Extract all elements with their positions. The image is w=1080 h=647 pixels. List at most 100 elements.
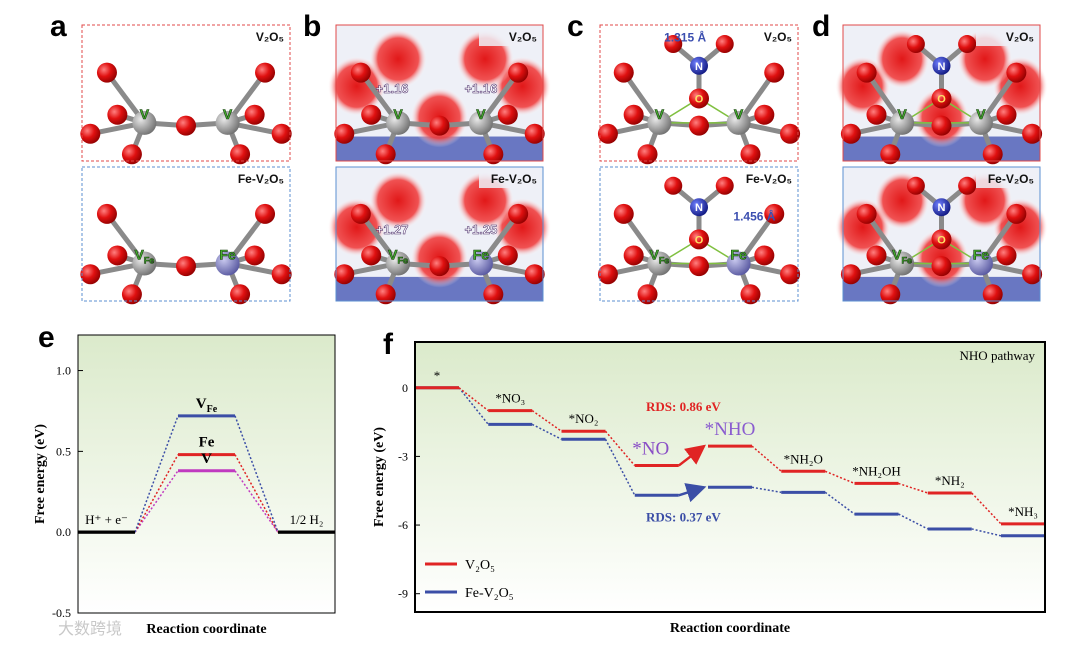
oxygen-atom: [637, 284, 658, 305]
oxygen-atom: [508, 203, 529, 224]
y-tick-label: -3: [398, 449, 408, 463]
atom-label: N: [695, 61, 703, 73]
metal-atom: [726, 110, 751, 135]
level-label-main: V: [196, 396, 207, 412]
y-axis-label: Free energy (eV): [372, 427, 387, 527]
step-arrow: [678, 483, 707, 503]
atom-label: N: [938, 202, 946, 214]
connector: [234, 415, 279, 533]
level-label: V: [201, 451, 212, 467]
oxygen-atom: [176, 256, 196, 277]
atom-label: V: [476, 106, 486, 122]
metal-atom: [968, 251, 993, 276]
oxygen-atom: [334, 264, 355, 285]
oxygen-atom: [80, 264, 101, 285]
level-label: Fe: [199, 435, 215, 451]
atom-label: V: [655, 106, 665, 122]
oxygen-atom: [508, 62, 529, 83]
panel-border: [599, 166, 799, 302]
structure-panel: V V V₂O₅: [80, 24, 292, 165]
oxygen-atom: [840, 264, 861, 285]
structure-panel: V V +1.16 +1.16 V₂O₅: [327, 24, 552, 165]
oxygen-atom: [255, 203, 276, 224]
oxygen-atom: [689, 115, 709, 136]
connector: [604, 430, 636, 467]
oxygen-atom: [524, 123, 545, 144]
oxygen-atom: [255, 62, 276, 83]
oxygen-atom: [996, 245, 1017, 266]
oxygen-atom: [740, 144, 761, 165]
oxygen-atom: [856, 203, 877, 224]
x-axis-label: Reaction coordinate: [146, 622, 266, 637]
atom-label: V: [223, 106, 233, 122]
oxygen-atom: [689, 88, 709, 109]
structure-title: Fe-V₂O₅: [491, 172, 537, 186]
y-tick-label: -0.5: [52, 606, 71, 620]
title-backdrop: [226, 170, 286, 188]
y-axis-label: Free energy (eV): [33, 424, 48, 524]
panel-background: [82, 25, 290, 161]
level-label-main: V: [201, 451, 212, 467]
structure-title: Fe-V₂O₅: [238, 172, 284, 186]
annotation: RDS: 0.86 eV: [646, 399, 721, 414]
watermark: 大数跨境: [58, 619, 122, 638]
legend-label: Fe-V₂O₅: [465, 586, 514, 601]
atom-label: V: [393, 106, 403, 122]
density-cloud: [327, 56, 386, 117]
panel-letter: b: [303, 10, 321, 43]
panel-background: [82, 167, 290, 301]
title-backdrop: [226, 28, 286, 46]
oxygen-atom: [931, 229, 952, 250]
panel-border: [599, 24, 799, 162]
atom-label-sub: Fe: [659, 255, 670, 265]
y-tick-label: 1.0: [56, 364, 71, 378]
oxygen-atom: [1022, 123, 1043, 144]
structure-title: V₂O₅: [256, 30, 284, 44]
structure-title: V₂O₅: [764, 30, 792, 44]
structure-title: V₂O₅: [509, 30, 537, 44]
connector: [134, 415, 179, 533]
atom-label: O: [695, 234, 704, 246]
atom-label-main: V: [649, 246, 659, 262]
connector: [971, 492, 1002, 525]
metal-atom: [132, 110, 157, 135]
plot-frame: [414, 341, 1046, 613]
atom-label-main: V: [134, 246, 144, 262]
category-label: *NO₂: [569, 411, 599, 426]
structure-title: Fe-V₂O₅: [746, 172, 792, 186]
oxygen-atom: [906, 176, 925, 195]
panel-letter: f: [383, 328, 394, 361]
panel-border: [81, 24, 291, 162]
category-label: 1/2 H₂: [290, 512, 324, 527]
oxygen-atom: [107, 104, 128, 125]
atom-label-main: V: [388, 246, 398, 262]
metal-atom: [386, 251, 411, 276]
bond-length: 1.315 Å: [664, 29, 706, 44]
title-backdrop: [976, 170, 1036, 188]
oxygen-atom: [880, 144, 901, 165]
step-arrow: [677, 444, 706, 467]
oxygen-atom: [958, 176, 977, 195]
oxygen-atom: [121, 144, 142, 165]
connector: [134, 470, 179, 533]
charge-label: +1.16: [464, 81, 497, 96]
atom-label-sub: Fe: [398, 255, 409, 265]
plot-frame: [77, 334, 336, 614]
metal-atom: [890, 110, 915, 135]
oxygen-atom: [96, 62, 117, 83]
connector: [234, 470, 279, 533]
oxygen-atom: [80, 123, 101, 144]
oxygen-atom: [334, 123, 355, 144]
panel-border: [81, 166, 291, 302]
metal-atom: [647, 110, 672, 135]
nitrogen-atom: [932, 198, 951, 217]
x-axis-label: Reaction coordinate: [670, 621, 790, 636]
oxygen-atom: [483, 144, 504, 165]
atom-label: V: [976, 106, 986, 122]
oxygen-atom: [1006, 62, 1027, 83]
connector: [604, 438, 636, 496]
category-label: *NH₃: [1008, 504, 1038, 519]
